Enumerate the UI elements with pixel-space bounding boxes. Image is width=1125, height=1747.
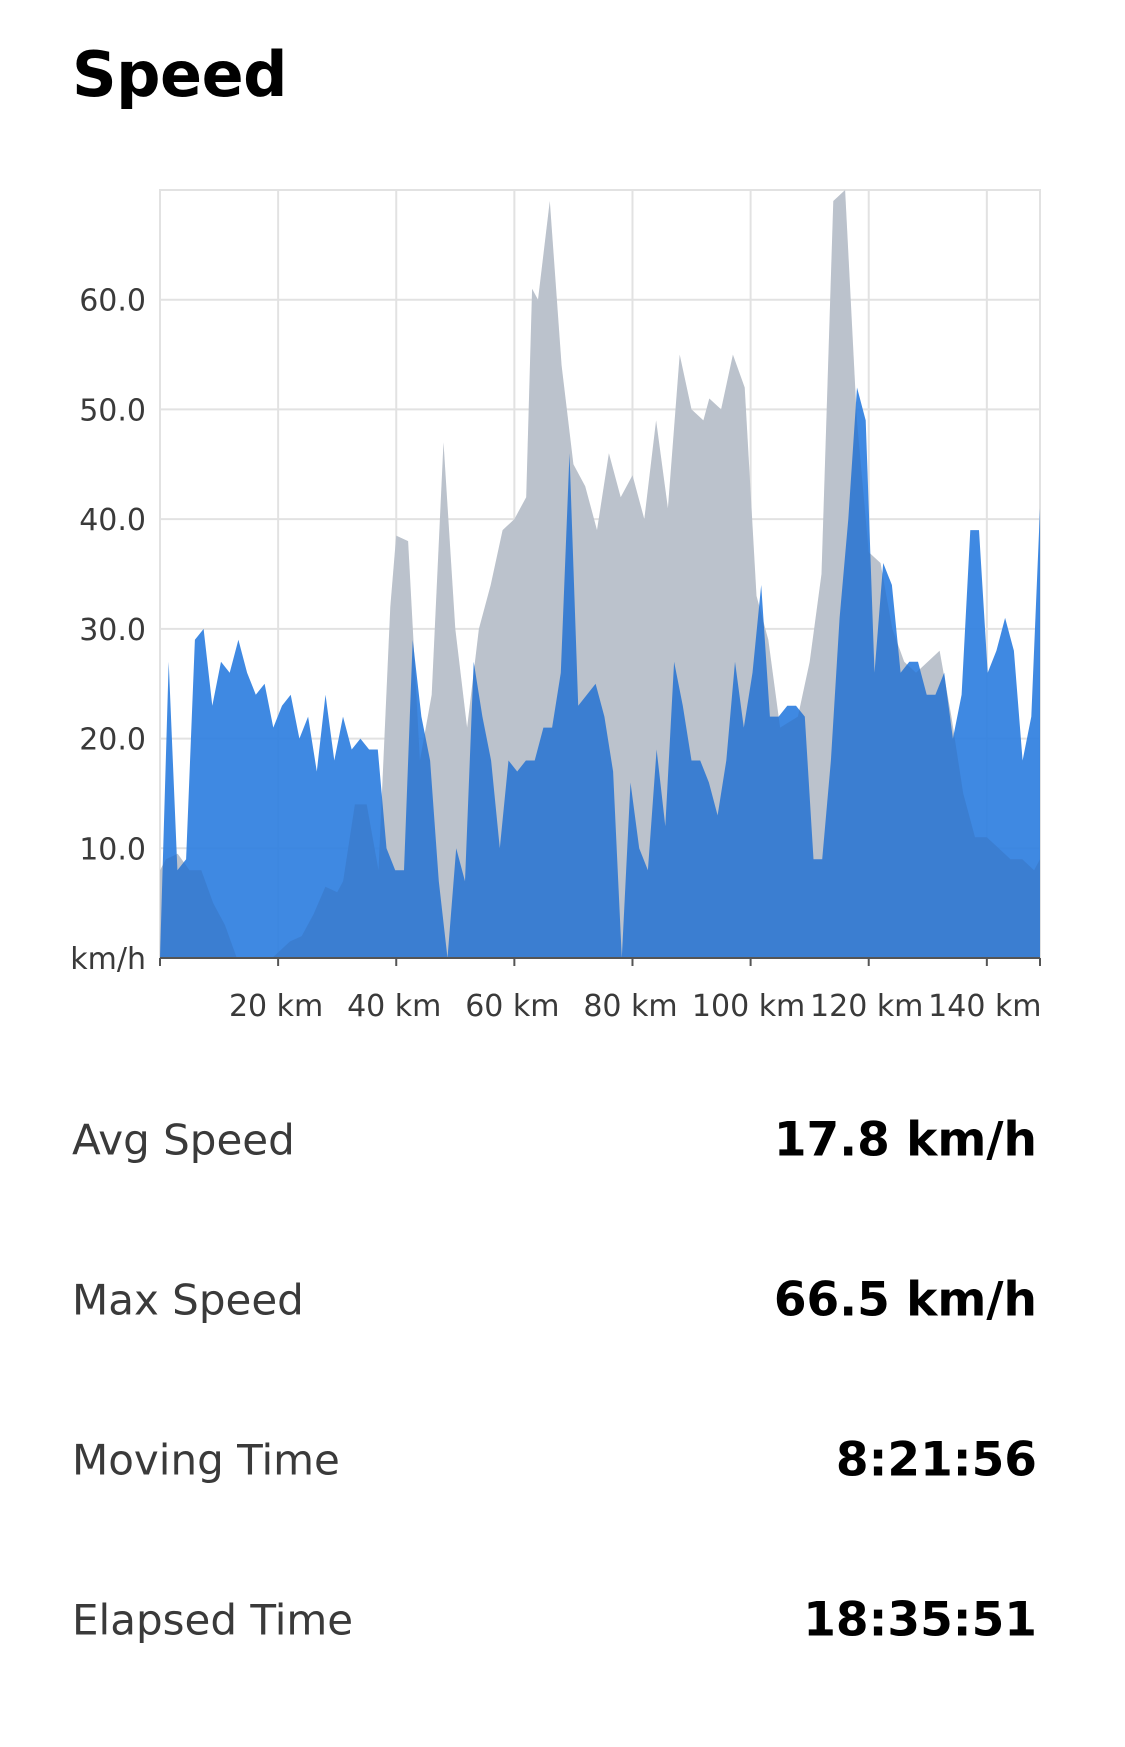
elapsed-time-label: Elapsed Time [72,1595,354,1645]
y-tick-label: 50.0 [79,393,146,428]
y-tick-label: 40.0 [79,503,146,538]
x-tick-label: 60 km [465,989,559,1024]
avg-speed-label: Avg Speed [72,1115,295,1165]
elevation-area [160,190,1040,958]
stat-row-elapsed-time: Elapsed Time 18:35:51 [72,1540,1037,1700]
y-tick-label: 60.0 [79,284,146,319]
moving-time-value: 8:21:56 [835,1432,1037,1488]
speed-area [160,387,1040,958]
elapsed-time-value: 18:35:51 [803,1592,1037,1648]
speed-chart: 10.0 20.0 30.0 40.0 50.0 60.0 km/h 20 km 40 km 60… [70,189,1042,1024]
moving-time-label: Moving Time [72,1435,340,1485]
page-title: Speed [72,38,288,111]
max-speed-value: 66.5 km/h [773,1272,1037,1328]
x-tick-label: 100 km [692,989,805,1024]
y-tick-label: 20.0 [79,723,146,758]
stat-row-max-speed: Max Speed 66.5 km/h [72,1220,1037,1380]
y-tick-label: 30.0 [79,613,146,648]
y-tick-label: 10.0 [79,832,146,867]
x-tick-label: 20 km [229,989,323,1024]
y-axis-unit-label: km/h [70,942,146,977]
x-tick-label: 120 km [810,989,923,1024]
stat-row-avg-speed: Avg Speed 17.8 km/h [72,1060,1037,1220]
stats-list: Avg Speed 17.8 km/h Max Speed 66.5 km/h … [72,1060,1037,1700]
x-tick-label: 40 km [347,989,441,1024]
avg-speed-value: 17.8 km/h [773,1112,1037,1168]
x-tick-label: 140 km [928,989,1041,1024]
stat-row-moving-time: Moving Time 8:21:56 [72,1380,1037,1540]
max-speed-label: Max Speed [72,1275,304,1325]
elevation-overlay [160,190,1040,958]
x-tick-label: 80 km [583,989,677,1024]
